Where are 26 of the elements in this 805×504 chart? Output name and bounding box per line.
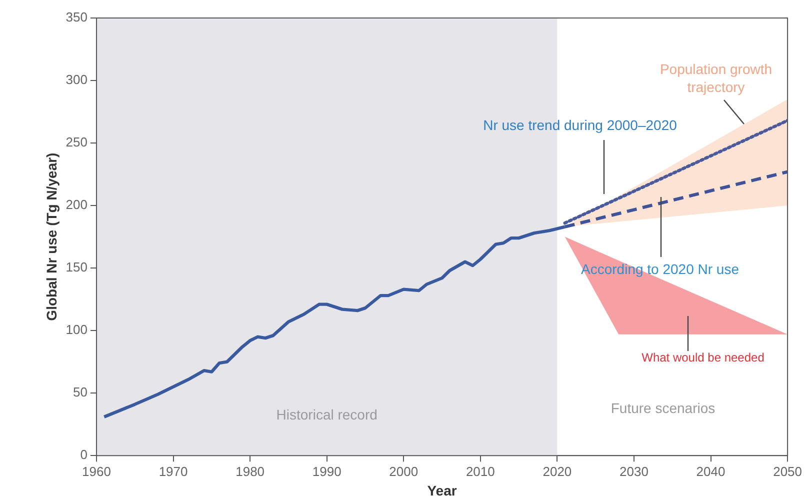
y-tick-label: 50	[73, 384, 88, 400]
x-tick-label: 2030	[620, 464, 648, 479]
y-tick-label: 150	[66, 260, 88, 275]
annotation: Nr use trend during 2000–2020	[483, 116, 678, 133]
y-tick-label: 250	[66, 134, 88, 150]
annotation: What would be needed	[642, 350, 764, 364]
x-tick-label: 1960	[82, 464, 111, 479]
annotation: According to 2020 Nr use	[581, 260, 740, 277]
x-tick-label: 2000	[389, 464, 418, 479]
x-axis-title: Year	[427, 482, 458, 498]
annotation: Future scenarios	[610, 400, 716, 416]
band-label: Historical record	[276, 406, 378, 422]
x-tick-label: 2020	[542, 464, 572, 479]
x-tick-label: 1970	[158, 464, 188, 479]
y-tick-label: 300	[66, 72, 88, 88]
annotation: Population growth trajectory	[660, 60, 772, 95]
x-tick-label: 1990	[312, 464, 342, 479]
x-tick-label: 2050	[773, 464, 802, 479]
y-tick-label: 0	[80, 447, 88, 462]
y-tick-label: 200	[66, 197, 88, 212]
x-tick-label: 1980	[236, 464, 265, 479]
x-tick-label: 2010	[466, 464, 495, 479]
x-tick-label: 2040	[696, 464, 726, 479]
y-tick-label: 100	[66, 322, 88, 338]
y-axis-title: Global Nr use (Tg N/year)	[43, 152, 60, 321]
y-tick-label: 350	[66, 10, 88, 25]
